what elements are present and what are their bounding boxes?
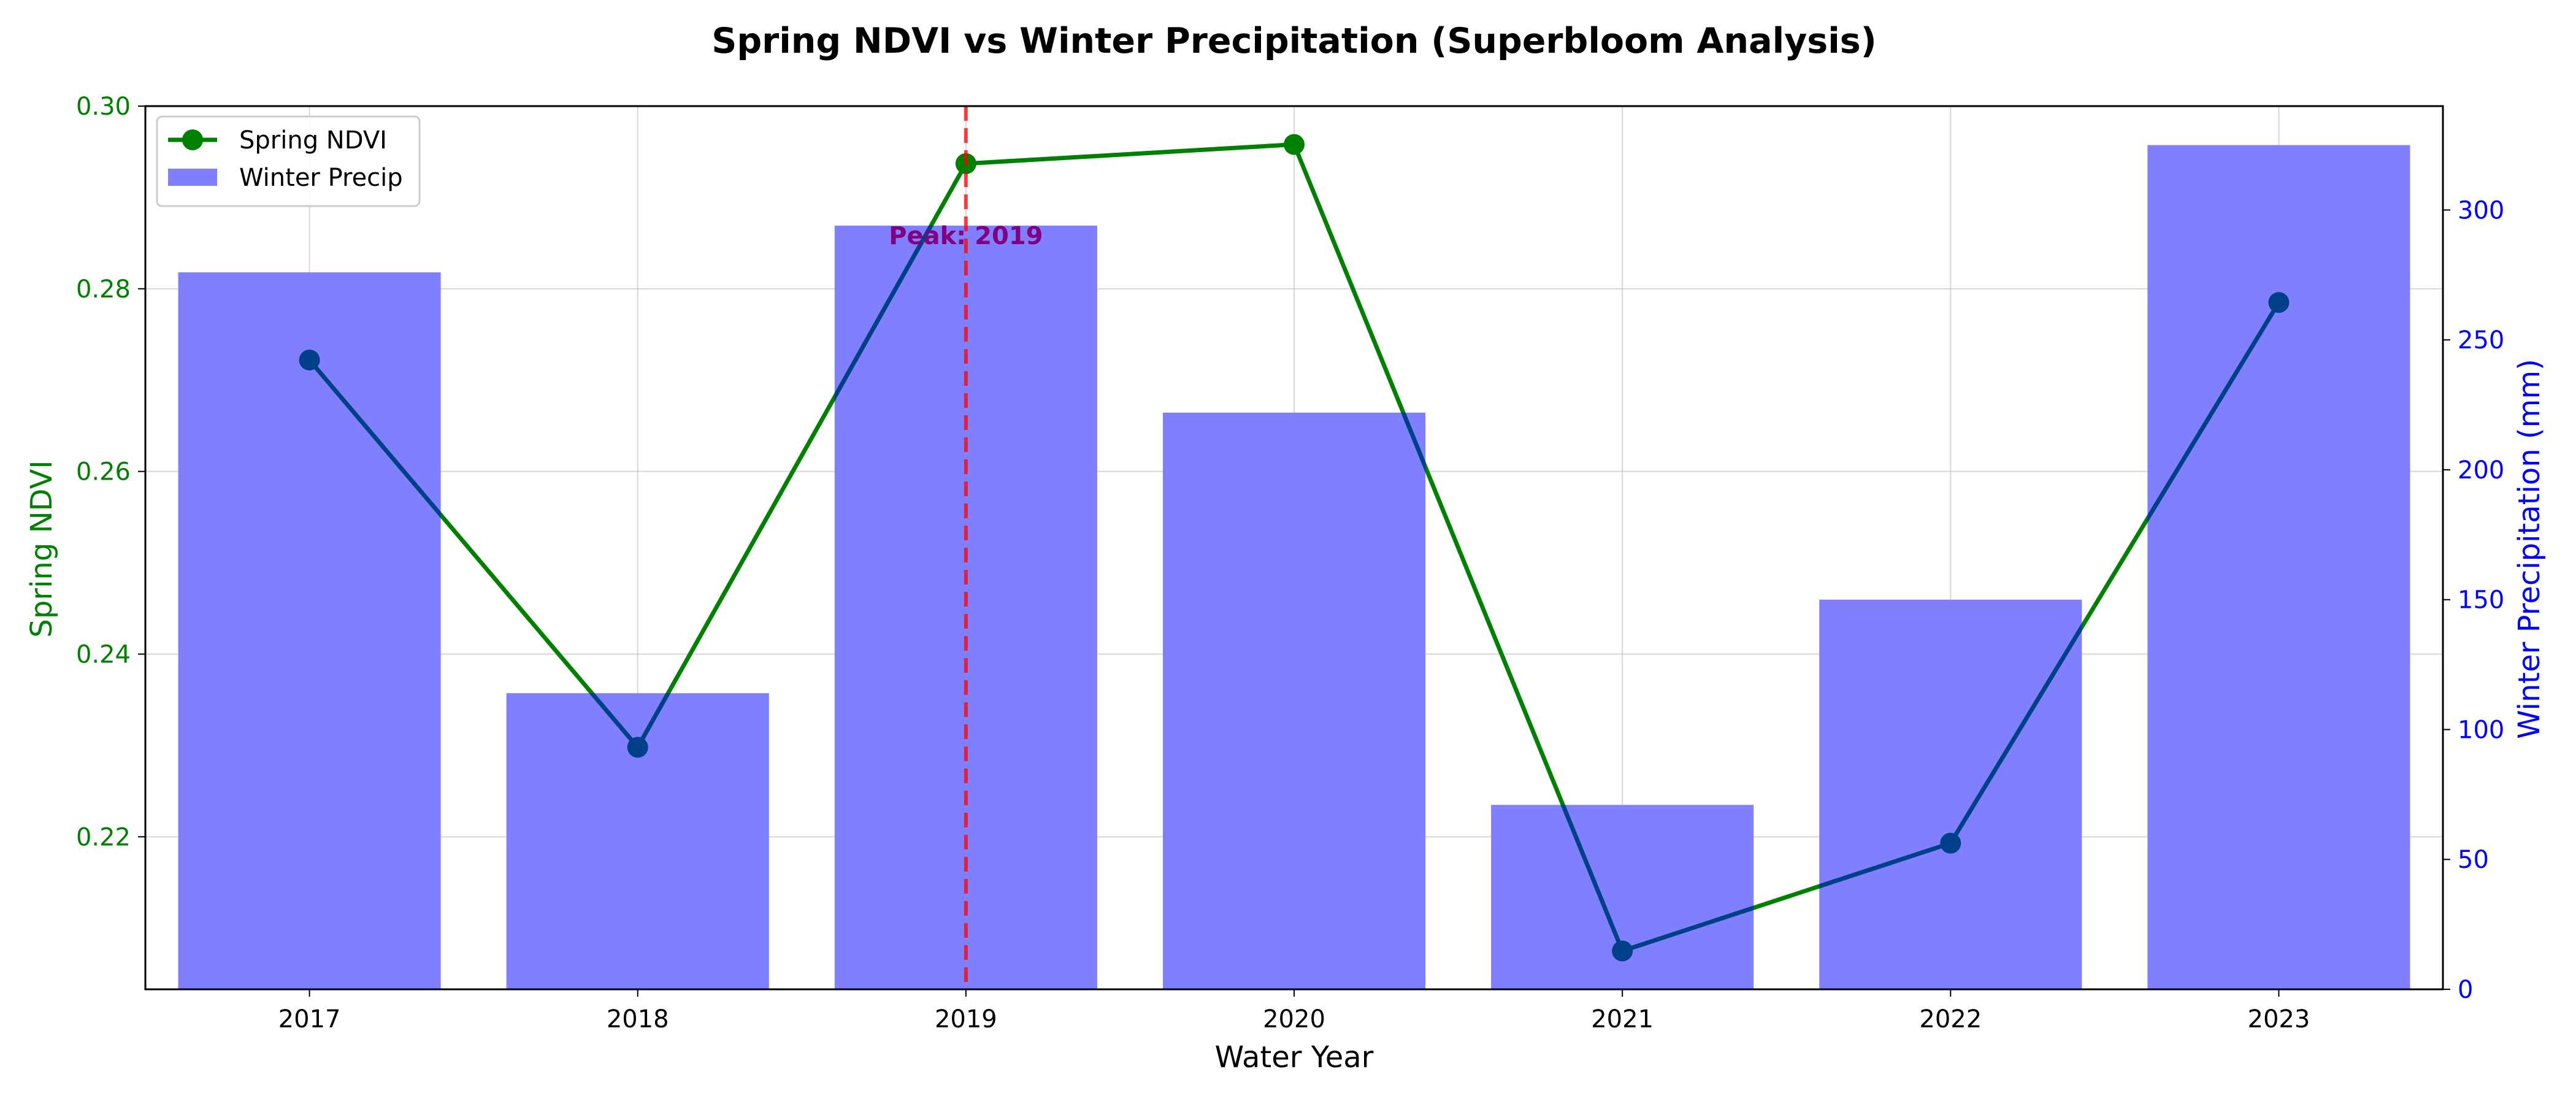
left-axis-title: Spring NDVI xyxy=(25,460,59,637)
legend-precip-label: Winter Precip xyxy=(239,164,403,192)
axes: 2017 2018 2019 2020 2021 2022 2023 0.22 0.24 0.26… xyxy=(76,93,2504,1033)
plot-frame xyxy=(144,105,2444,991)
peak-annotation: Peak: 2019 xyxy=(889,106,1043,989)
right-y-tick-label: 100 xyxy=(2458,716,2504,744)
x-axis-title: Water Year xyxy=(1215,1040,1374,1075)
chart-title: Spring NDVI vs Winter Precipitation (Sup… xyxy=(711,21,1876,61)
right-axis-title: Winter Precipitation (mm) xyxy=(2512,359,2547,739)
x-tick-label: 2020 xyxy=(1263,1005,1325,1033)
precip-bar xyxy=(178,272,441,989)
legend-precip-swatch xyxy=(168,169,217,186)
ndvi-line-overlap xyxy=(307,145,2281,953)
peak-label: Peak: 2019 xyxy=(889,222,1043,250)
right-y-tick-label: 50 xyxy=(2458,846,2489,874)
right-y-tick-label: 0 xyxy=(2458,976,2473,1004)
right-y-tick-label: 300 xyxy=(2458,196,2504,224)
left-y-tick-label: 0.24 xyxy=(76,640,131,669)
precip-bar xyxy=(2147,145,2410,989)
left-y-tick-label: 0.28 xyxy=(76,275,131,304)
right-y-tick-label: 200 xyxy=(2458,456,2504,485)
legend: Spring NDVI Winter Precip xyxy=(156,115,421,207)
ndvi-point xyxy=(1284,134,1305,155)
x-tick-label: 2017 xyxy=(278,1005,341,1033)
legend-ndvi-label: Spring NDVI xyxy=(239,126,387,155)
left-y-tick-label: 0.22 xyxy=(76,823,131,851)
precip-bar xyxy=(1819,599,2082,989)
x-tick-label: 2023 xyxy=(2248,1005,2310,1033)
legend-ndvi-marker-swatch xyxy=(182,129,203,150)
left-y-tick-label: 0.26 xyxy=(76,458,131,486)
precip-bar xyxy=(1491,805,1754,989)
precip-bar xyxy=(1162,412,1426,989)
x-tick-label: 2022 xyxy=(1919,1005,1982,1033)
x-tick-label: 2021 xyxy=(1591,1005,1654,1033)
ndvi-line-series xyxy=(299,134,2290,962)
x-tick-label: 2018 xyxy=(607,1005,669,1033)
legend-box xyxy=(156,115,421,207)
left-y-tick-label: 0.30 xyxy=(76,93,131,121)
right-y-tick-label: 250 xyxy=(2458,326,2504,355)
right-y-tick-label: 150 xyxy=(2458,586,2504,615)
x-tick-label: 2019 xyxy=(935,1005,997,1033)
